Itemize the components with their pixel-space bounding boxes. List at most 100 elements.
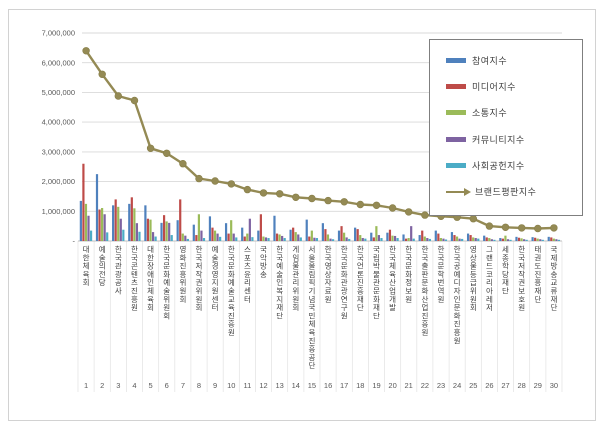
bar	[138, 231, 141, 241]
bar	[348, 238, 351, 241]
legend-label: 사회공헌지수	[472, 161, 525, 172]
bar	[202, 238, 206, 241]
rank-label: 3	[116, 381, 120, 390]
bar	[114, 199, 117, 241]
bar	[122, 229, 125, 241]
line-marker	[324, 196, 332, 205]
bar	[490, 239, 493, 241]
bar	[195, 235, 198, 241]
bar	[79, 200, 82, 241]
bar	[506, 239, 510, 241]
bar	[485, 237, 488, 241]
legend-item-social-contribution-index: 사회공헌지수	[446, 155, 582, 177]
brand-reputation-line-marker-icon	[446, 187, 472, 196]
bar	[428, 238, 431, 241]
bar	[557, 239, 561, 241]
bar	[219, 236, 222, 241]
line-marker	[259, 189, 268, 197]
line-marker	[356, 200, 364, 209]
bar	[297, 234, 300, 241]
legend-item-media-index: 미디어지수	[446, 75, 582, 97]
bar	[396, 238, 399, 241]
y-tick-label: -	[73, 237, 76, 246]
bar	[262, 236, 265, 241]
bar	[243, 236, 246, 241]
legend-label: 소통지수	[472, 108, 508, 119]
y-tick-label: 5,000,000	[42, 88, 75, 97]
bar-series-media-index	[82, 163, 553, 241]
rank-label: 17	[340, 381, 348, 390]
bar	[259, 214, 262, 241]
bar	[541, 239, 544, 241]
bar	[227, 233, 230, 241]
bar	[273, 215, 276, 241]
bar	[555, 239, 558, 241]
bar	[364, 238, 367, 241]
bar	[281, 235, 284, 241]
line-marker	[405, 208, 413, 216]
rank-label: 8	[197, 381, 201, 390]
line-marker	[130, 96, 139, 105]
bar	[230, 220, 233, 241]
bar	[450, 232, 454, 241]
communication-series-swatch	[446, 110, 466, 116]
rank-label: 20	[388, 381, 396, 390]
legend-label: 참여지수	[472, 55, 508, 66]
line-marker	[534, 224, 542, 233]
rank-label: 26	[485, 381, 493, 390]
bar	[517, 237, 521, 241]
bar	[315, 238, 319, 241]
bar	[308, 236, 311, 241]
rank-label: 24	[453, 381, 461, 390]
rank-label: 2	[100, 381, 104, 390]
rank-label: 15	[308, 381, 316, 390]
bar	[525, 239, 528, 241]
line-marker	[243, 185, 252, 194]
line-marker	[388, 204, 397, 212]
bar	[299, 237, 302, 241]
rank-labels: 1 2 3 4 5 6 7 8 9 10 11 12 13 14 15 16 17 18 19 20 21 22 23 24 2…	[84, 381, 558, 390]
bar	[370, 232, 373, 241]
bar	[520, 238, 523, 241]
bar-series-community-index	[87, 214, 558, 241]
bar	[186, 238, 189, 241]
bar	[345, 237, 348, 241]
rank-label: 28	[518, 381, 526, 390]
bar	[386, 232, 389, 241]
bar	[224, 223, 228, 241]
line-marker	[550, 224, 558, 232]
bar	[119, 218, 122, 241]
legend-label: 브랜드평판지수	[475, 187, 537, 198]
bar	[488, 238, 491, 241]
bar	[477, 238, 480, 241]
bar	[232, 233, 235, 241]
line-marker	[195, 174, 203, 183]
line-marker	[179, 160, 187, 168]
bar	[324, 229, 327, 241]
line-marker	[485, 222, 494, 230]
bar	[523, 239, 526, 241]
legend-label: 커뮤니티지수	[472, 134, 525, 145]
rank-label: 10	[227, 381, 235, 390]
bar	[536, 238, 539, 241]
rank-label: 7	[181, 381, 185, 390]
rank-label: 30	[550, 381, 558, 390]
line-marker	[114, 92, 123, 100]
bar	[547, 236, 550, 241]
bar	[421, 230, 424, 241]
rank-label: 9	[213, 381, 217, 390]
bar	[211, 227, 214, 241]
bar	[474, 238, 477, 241]
bar	[278, 234, 281, 241]
